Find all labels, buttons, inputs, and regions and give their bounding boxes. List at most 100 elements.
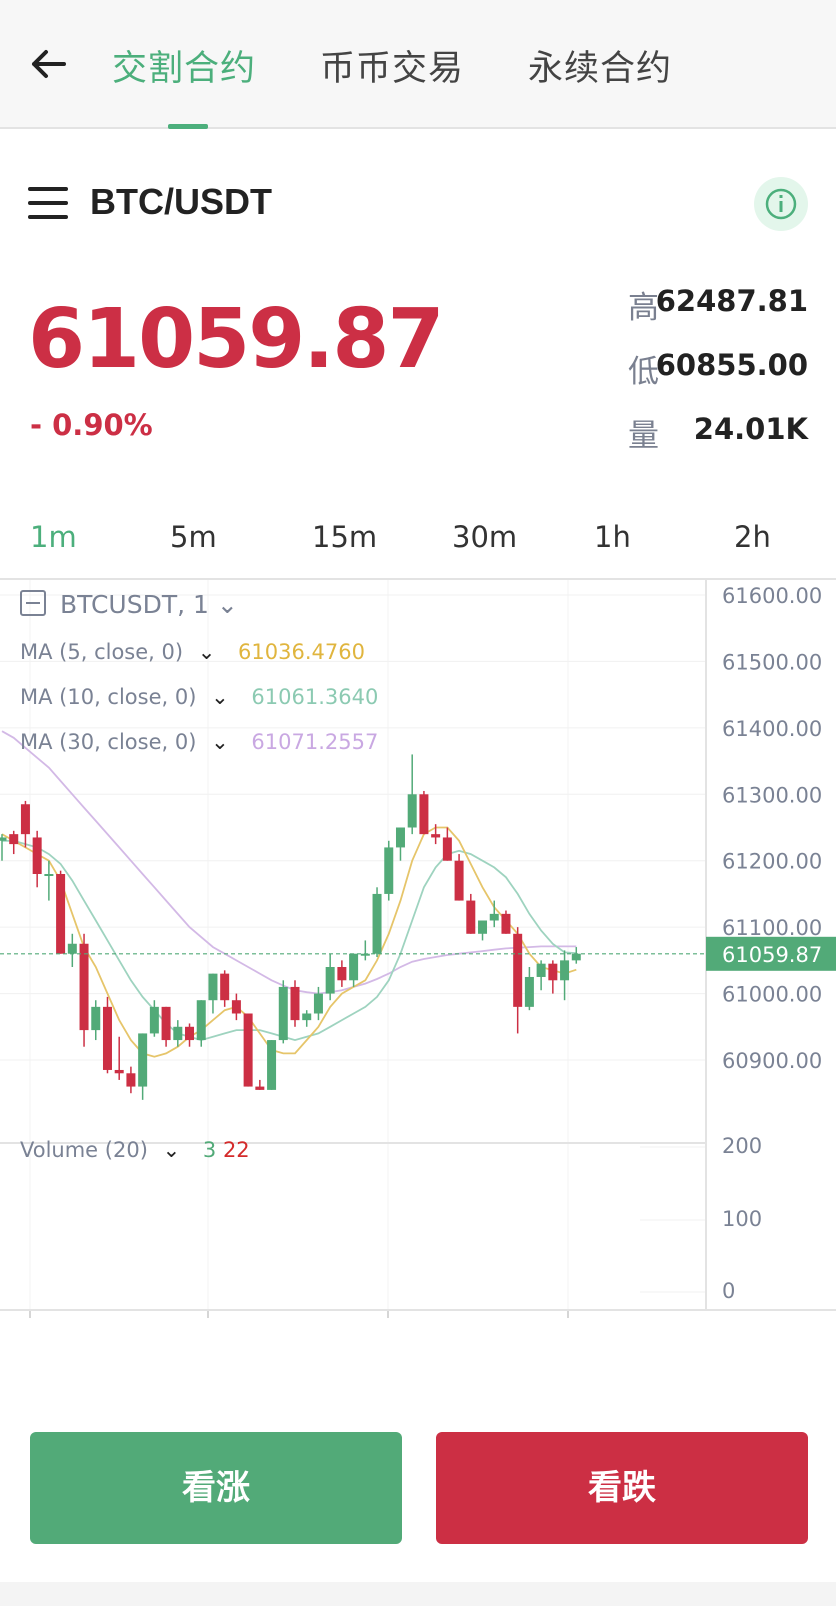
volume-indicator-label: Volume (20): [20, 1138, 148, 1162]
interval-5m[interactable]: 5m: [170, 520, 217, 554]
ma10-line: [2, 839, 577, 1042]
candle-body: [431, 834, 441, 838]
candle-body: [173, 1026, 183, 1041]
interval-1m[interactable]: 1m: [30, 520, 77, 554]
bottom-safe-area: [0, 1582, 836, 1606]
candle-body: [337, 967, 347, 981]
high-value: 62487.81: [655, 284, 808, 318]
tab-spot-trading[interactable]: 币币交易: [320, 49, 465, 89]
volume-up-value: 3: [202, 1138, 217, 1162]
candle-body: [0, 837, 7, 841]
candle-body: [466, 900, 476, 934]
volume-legend[interactable]: Volume (20) ⌄ 3 22: [20, 1138, 250, 1162]
back-arrow-icon[interactable]: [28, 44, 68, 84]
ma5-line: [1, 826, 577, 1058]
interval-30m[interactable]: 30m: [452, 520, 518, 554]
symbol-label: BTCUSDT, 1: [60, 590, 209, 619]
candle-body: [243, 1013, 253, 1087]
interval-1h[interactable]: 1h: [594, 520, 631, 554]
chevron-down-icon[interactable]: ⌄: [216, 590, 238, 619]
price-tick-label: 60900.00: [722, 1049, 822, 1073]
candle-body: [67, 943, 77, 954]
candle-body: [220, 973, 230, 1001]
candle-body: [91, 1006, 101, 1031]
candle-body: [372, 893, 382, 954]
candle-body: [384, 847, 394, 894]
volume-value: 24.01K: [693, 412, 808, 446]
tab-perpetual-contract[interactable]: 永续合约: [528, 49, 673, 89]
active-tab-indicator: [168, 124, 208, 129]
candle-body: [278, 986, 288, 1041]
volume-down-value: 22: [222, 1138, 250, 1162]
price-change-percent: - 0.90%: [30, 408, 153, 442]
candle-body: [442, 837, 452, 861]
candle-body: [478, 920, 488, 934]
candle-body: [501, 913, 511, 934]
ma30-label: MA (30, close, 0): [20, 730, 197, 754]
candle-body: [255, 1086, 265, 1090]
ma30-line: [1, 730, 577, 995]
symbol-legend[interactable]: BTCUSDT, 1 ⌄: [20, 590, 238, 619]
candle-body: [126, 1073, 136, 1087]
ma5-legend[interactable]: MA (5, close, 0) ⌄ 61036.4760: [20, 640, 365, 664]
candle-body: [290, 986, 300, 1021]
chevron-down-icon[interactable]: ⌄: [162, 1138, 181, 1162]
price-tick-label: 61100.00: [722, 916, 822, 940]
info-icon: [765, 188, 797, 220]
candle-body: [407, 794, 417, 828]
candle-body: [79, 943, 89, 1031]
chevron-down-icon[interactable]: ⌄: [211, 730, 229, 754]
candle-body: [454, 860, 464, 901]
candle-body: [349, 953, 359, 981]
menu-icon[interactable]: [28, 186, 68, 220]
volume-tick-label: 100: [722, 1207, 762, 1231]
top-nav: 交割合约 币币交易 永续合约: [0, 0, 836, 129]
candle-body: [32, 837, 42, 874]
candle-body: [20, 804, 30, 835]
candle-body: [9, 834, 19, 845]
candle-body: [513, 933, 523, 1007]
last-price: 61059.87: [28, 292, 445, 387]
volume-label: 量: [628, 418, 659, 454]
tab-delivery-contract[interactable]: 交割合约: [112, 49, 257, 89]
last-price-tag: [706, 936, 836, 971]
candle-body: [196, 1000, 206, 1041]
trading-pair-title[interactable]: BTC/USDT: [90, 181, 272, 222]
ma5-value: 61036.4760: [238, 640, 365, 664]
volume-tick-label: 200: [722, 1134, 762, 1158]
price-tick-label: 61000.00: [722, 983, 822, 1007]
candle-body: [489, 913, 499, 921]
candle-body: [56, 874, 66, 954]
collapse-square-icon[interactable]: [20, 590, 46, 616]
interval-2h[interactable]: 2h: [734, 520, 771, 554]
candle-body: [267, 1040, 277, 1090]
price-chart[interactable]: 61600.00 61500.00 61400.00 61300.00 61200.00…: [0, 578, 836, 1324]
buy-long-button[interactable]: 看涨: [30, 1432, 402, 1544]
price-tick-label: 61400.00: [722, 717, 822, 741]
high-label: 高: [628, 290, 659, 326]
candlestick-chart-svg[interactable]: 61600.00 61500.00 61400.00 61300.00 61200.00…: [0, 580, 836, 1324]
ma5-label: MA (5, close, 0): [20, 640, 184, 664]
chevron-down-icon[interactable]: ⌄: [197, 640, 216, 664]
price-tick-label: 61500.00: [722, 650, 822, 674]
candle-body: [536, 963, 546, 977]
candle-body: [208, 973, 218, 1001]
candle-body: [560, 960, 570, 981]
candle-body: [102, 1006, 112, 1070]
chevron-down-icon[interactable]: ⌄: [211, 685, 229, 709]
low-value: 60855.00: [655, 348, 808, 382]
candle-body: [138, 1033, 148, 1087]
ma30-legend[interactable]: MA (30, close, 0) ⌄ 61071.2557: [20, 730, 378, 754]
price-tick-label: 61200.00: [722, 850, 822, 874]
ma10-legend[interactable]: MA (10, close, 0) ⌄ 61061.3640: [20, 685, 378, 709]
candle-body: [149, 1006, 159, 1034]
info-button[interactable]: [754, 177, 808, 231]
interval-15m[interactable]: 15m: [312, 520, 378, 554]
candle-body: [302, 1013, 312, 1021]
price-tick-label: 61300.00: [722, 783, 822, 807]
candle-body: [419, 794, 429, 835]
price-tick-label: 61600.00: [722, 584, 822, 608]
candle-body: [44, 874, 54, 876]
candle-body: [360, 953, 370, 956]
sell-short-button[interactable]: 看跌: [436, 1432, 808, 1544]
